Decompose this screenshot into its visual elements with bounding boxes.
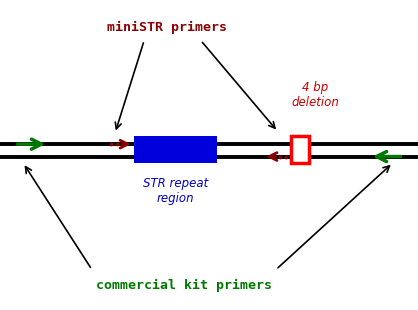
Bar [291, 136, 309, 163]
Text: STR repeat
region: STR repeat region [143, 177, 208, 205]
Bar [134, 136, 217, 163]
Text: 4 bp
deletion: 4 bp deletion [292, 81, 339, 108]
Text: miniSTR primers: miniSTR primers [107, 21, 227, 34]
Text: commercial kit primers: commercial kit primers [96, 279, 272, 292]
